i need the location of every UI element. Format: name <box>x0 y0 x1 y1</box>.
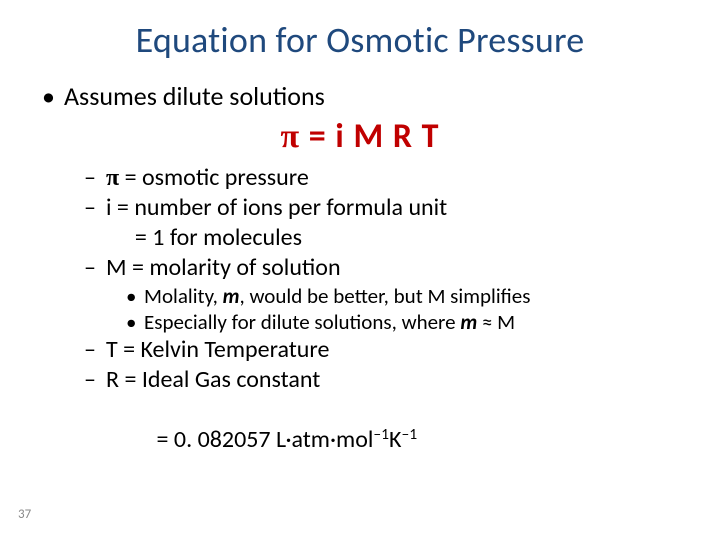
note-dilute-b: ≈ M <box>477 309 515 335</box>
r-unit-k: K <box>389 425 401 454</box>
def-i: i = number of ions per formula unit <box>84 193 680 223</box>
def-t: T = Kelvin Temperature <box>84 335 680 365</box>
page-number: 37 <box>18 507 31 522</box>
r-exp-2: –1 <box>402 425 418 444</box>
equation-main: π = i M R T <box>40 116 680 157</box>
r-exp-1: –1 <box>373 425 389 444</box>
note-molality: Molality, m, would be better, but M simp… <box>126 283 680 309</box>
def-r: R = Ideal Gas constant <box>84 365 680 395</box>
r-val-prefix: = 0. 082057 L·atm·mol <box>146 425 374 454</box>
note-molality-a: Molality, <box>144 283 223 309</box>
slide-title: Equation for Osmotic Pressure <box>40 18 680 62</box>
molality-m-2: m <box>460 309 477 335</box>
slide-root: Equation for Osmotic Pressure Assumes di… <box>0 0 720 540</box>
bullet-assumes: Assumes dilute solutions <box>42 82 680 112</box>
note-dilute: Especially for dilute solutions, where m… <box>126 309 680 335</box>
note-dilute-a: Especially for dilute solutions, where <box>144 309 460 335</box>
note-molality-b: , would be better, but M simplifies <box>239 283 530 309</box>
equation-rest: = i M R T <box>300 116 439 157</box>
molality-m-1: m <box>223 283 240 309</box>
def-m: M = molarity of solution <box>84 253 680 283</box>
def-i-cont: = 1 for molecules <box>124 223 680 253</box>
def-pi-text: = osmotic pressure <box>119 163 309 192</box>
pi-symbol-inline: π <box>106 165 119 191</box>
pi-symbol: π <box>280 118 300 155</box>
def-pi: π = osmotic pressure <box>84 163 680 193</box>
def-r-value: = 0. 082057 L·atm·mol–1K–1 <box>124 395 680 485</box>
